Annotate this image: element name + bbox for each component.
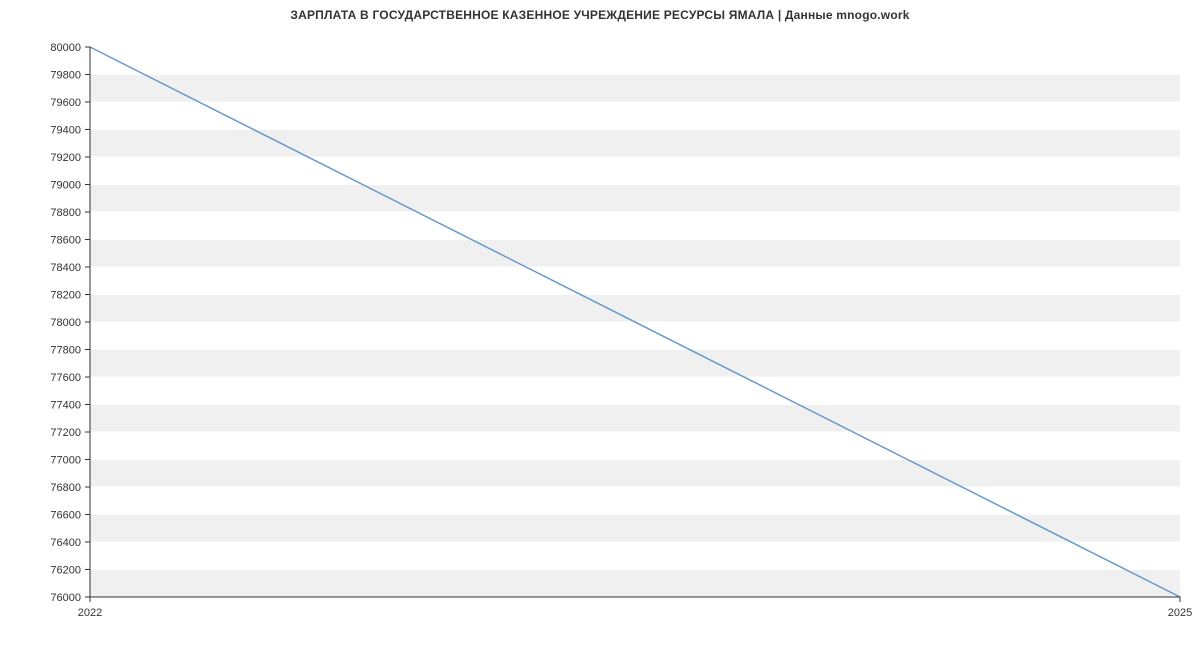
svg-text:2025: 2025 <box>1168 607 1192 619</box>
svg-text:77000: 77000 <box>50 455 81 467</box>
svg-text:2022: 2022 <box>78 607 102 619</box>
svg-text:77200: 77200 <box>50 427 81 439</box>
svg-text:79400: 79400 <box>50 125 81 137</box>
svg-text:80000: 80000 <box>50 42 81 54</box>
svg-text:78600: 78600 <box>50 235 81 247</box>
svg-text:79200: 79200 <box>50 152 81 164</box>
svg-text:78200: 78200 <box>50 290 81 302</box>
svg-text:76200: 76200 <box>50 565 81 577</box>
chart-container: 76000 76200 76400 76600 76800 77000 77200 77400… <box>0 22 1200 622</box>
svg-text:76400: 76400 <box>50 537 81 549</box>
svg-text:77600: 77600 <box>50 372 81 384</box>
line-chart: 76000 76200 76400 76600 76800 77000 77200 77400… <box>0 22 1200 622</box>
svg-text:76600: 76600 <box>50 510 81 522</box>
svg-text:79800: 79800 <box>50 70 81 82</box>
svg-text:79600: 79600 <box>50 97 81 109</box>
svg-text:78000: 78000 <box>50 317 81 329</box>
svg-text:77400: 77400 <box>50 400 81 412</box>
chart-title: ЗАРПЛАТА В ГОСУДАРСТВЕННОЕ КАЗЕННОЕ УЧРЕ… <box>0 0 1200 22</box>
svg-text:77800: 77800 <box>50 345 81 357</box>
svg-text:78800: 78800 <box>50 207 81 219</box>
svg-text:79000: 79000 <box>50 180 81 192</box>
svg-text:78400: 78400 <box>50 262 81 274</box>
svg-text:76000: 76000 <box>50 592 81 604</box>
svg-text:76800: 76800 <box>50 482 81 494</box>
